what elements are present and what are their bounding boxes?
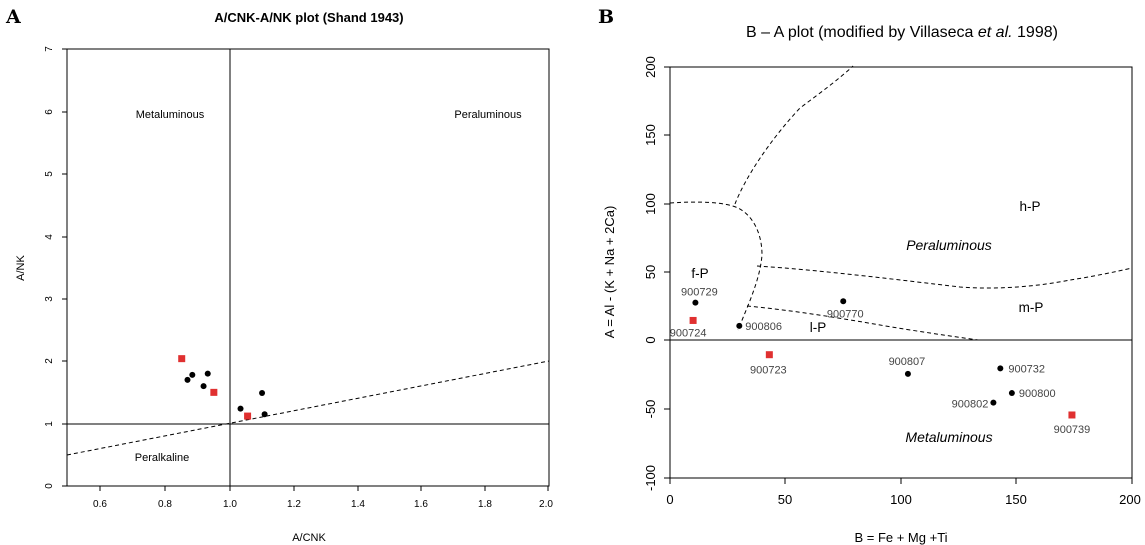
chart-b-region-mP: m-P (1019, 300, 1044, 315)
chart-a-region-peraluminous: Peraluminous (454, 109, 522, 121)
chart-b-point (840, 298, 847, 305)
chart-b-ytick-label: 150 (643, 124, 658, 146)
chart-a: A A/CNK-A/NK plot (Shand 1943) Metalumin… (5, 6, 553, 544)
panel-letter-b: B (598, 6, 614, 28)
chart-b-x-axis: 0 50 100 150 200 (666, 478, 1141, 507)
chart-a-boundary-line (66, 360, 550, 456)
chart-a-point (259, 389, 266, 396)
chart-a-point (189, 371, 196, 378)
chart-a-point (178, 355, 186, 363)
chart-a-point (200, 383, 207, 390)
chart-b-region-fP: f-P (691, 266, 708, 281)
chart-b-y-axis: -100 -50 0 50 100 150 200 (643, 56, 670, 491)
chart-b-boundary-hP-mP (756, 265, 1133, 289)
chart-b-y-axis-label: A = Al - (K + Na + 2Ca) (602, 206, 617, 339)
chart-a-xtick-label: 1.8 (478, 499, 492, 510)
chart-b-region-hP: h-P (1019, 199, 1040, 214)
chart-b-xtick-label: 0 (666, 492, 673, 507)
chart-a-xtick-label: 1.6 (414, 499, 428, 510)
chart-a-point (237, 405, 244, 412)
chart-a-ytick-label: 3 (44, 296, 55, 302)
chart-a-xtick-label: 1.0 (223, 499, 237, 510)
chart-b: B B – A plot (modified by Villaseca et a… (598, 6, 1141, 545)
chart-b-data-points: 900729 900724 900806 900770 900723 900807 9007… (670, 287, 1091, 436)
chart-b-point-label: 900724 (670, 327, 707, 339)
chart-b-point (990, 399, 997, 406)
chart-a-ytick-label: 4 (44, 234, 55, 240)
chart-a-point (204, 370, 211, 377)
chart-a-xtick-label: 2.0 (539, 499, 553, 510)
chart-b-xtick-label: 50 (778, 492, 792, 507)
chart-a-ytick-label: 1 (44, 421, 55, 427)
chart-b-xtick-label: 200 (1119, 492, 1141, 507)
chart-a-ytick-label: 6 (44, 109, 55, 115)
chart-b-ytick-label: 50 (643, 265, 658, 279)
chart-b-boundary-fP (669, 201, 763, 331)
chart-a-point (184, 376, 191, 383)
chart-a-xtick-label: 0.6 (93, 499, 107, 510)
chart-b-point-label: 900800 (1019, 388, 1056, 400)
chart-b-x-axis-label: B = Fe + Mg +Ti (854, 530, 947, 545)
chart-a-ytick-label: 5 (44, 171, 55, 177)
chart-a-x-axis: 0.6 0.8 1.0 1.2 1.4 1.6 1.8 2.0 (93, 486, 553, 510)
chart-b-region-metaluminous: Metaluminous (905, 429, 992, 445)
chart-b-xtick-label: 100 (890, 492, 912, 507)
chart-b-ytick-label: -50 (643, 400, 658, 419)
chart-b-point (692, 299, 699, 306)
chart-b-ytick-label: 100 (643, 193, 658, 215)
chart-b-point-label: 900770 (827, 308, 864, 320)
chart-b-region-lP: l-P (810, 320, 827, 335)
chart-b-point-label: 900723 (750, 365, 787, 377)
chart-a-point (261, 411, 268, 418)
chart-a-region-metaluminous: Metaluminous (136, 109, 205, 121)
chart-a-region-peralkaline: Peralkaline (135, 452, 189, 464)
chart-a-y-axis: 0 1 2 3 4 5 6 7 (44, 46, 67, 489)
chart-b-point-label: 900729 (681, 287, 718, 299)
chart-a-x-axis-label: A/CNK (292, 532, 326, 544)
chart-a-point (244, 412, 252, 420)
chart-b-point-label: 900739 (1054, 424, 1091, 436)
chart-a-xtick-label: 1.4 (351, 499, 365, 510)
chart-a-plot-frame (66, 48, 550, 487)
panel-letter-a: A (5, 6, 21, 28)
chart-a-data-points (178, 355, 268, 420)
chart-a-point (210, 388, 218, 396)
chart-b-point-label: 900732 (1008, 363, 1045, 375)
chart-b-plot-frame (669, 66, 1133, 479)
chart-a-ytick-label: 0 (44, 483, 55, 489)
chart-b-region-peraluminous: Peraluminous (906, 237, 992, 253)
chart-b-ytick-label: 200 (643, 56, 658, 78)
chart-b-ytick-label: 0 (643, 336, 658, 343)
chart-a-title: A/CNK-A/NK plot (Shand 1943) (214, 10, 403, 25)
chart-b-point (689, 316, 697, 324)
chart-b-point-label: 900807 (889, 356, 926, 368)
chart-b-point (997, 365, 1004, 372)
chart-a-xtick-label: 0.8 (158, 499, 172, 510)
chart-a-y-axis-label: A/NK (15, 255, 27, 281)
chart-b-point (736, 322, 743, 329)
chart-b-boundary-lP (746, 305, 979, 341)
chart-b-point-label: 900802 (952, 399, 989, 411)
chart-b-xtick-label: 150 (1005, 492, 1027, 507)
chart-b-point-label: 900806 (745, 321, 782, 333)
chart-b-point (1068, 411, 1076, 419)
chart-a-ytick-label: 7 (44, 46, 55, 52)
chart-b-point (904, 370, 911, 377)
chart-a-xtick-label: 1.2 (287, 499, 301, 510)
chart-b-point (1008, 390, 1015, 397)
chart-b-point (765, 351, 773, 359)
chart-b-boundary-upper (734, 65, 854, 205)
chart-b-title: B – A plot (modified by Villaseca et al.… (746, 24, 1058, 41)
chart-a-ytick-label: 2 (44, 358, 55, 364)
chart-b-ytick-label: -100 (643, 465, 658, 491)
